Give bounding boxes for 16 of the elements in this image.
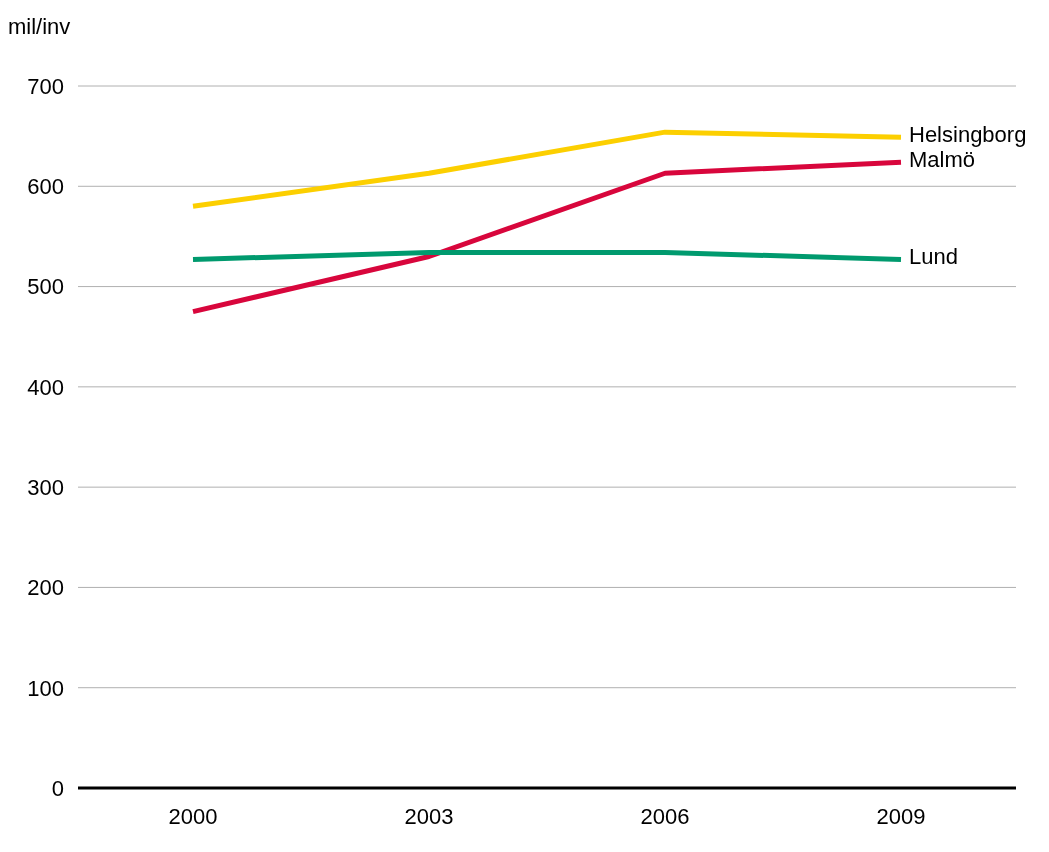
- series-label: Malmö: [909, 147, 976, 173]
- x-tick-label: 2000: [168, 803, 218, 829]
- x-tick-label: 2003: [404, 803, 454, 829]
- y-tick-label: 500: [27, 274, 64, 300]
- y-tick-label: 0: [51, 775, 64, 801]
- y-tick-label: 400: [27, 374, 64, 400]
- x-tick-label: 2006: [640, 803, 690, 829]
- y-axis-title: mil/inv: [8, 14, 71, 40]
- y-tick-label: 100: [27, 675, 64, 701]
- y-tick-label: 300: [27, 474, 64, 500]
- y-tick-label: 600: [27, 174, 64, 200]
- series-label: Helsingborg: [909, 122, 1027, 148]
- x-tick-label: 2009: [876, 803, 926, 829]
- series-label: Lund: [909, 244, 958, 270]
- y-tick-label: 200: [27, 575, 64, 601]
- y-tick-label: 700: [27, 73, 64, 99]
